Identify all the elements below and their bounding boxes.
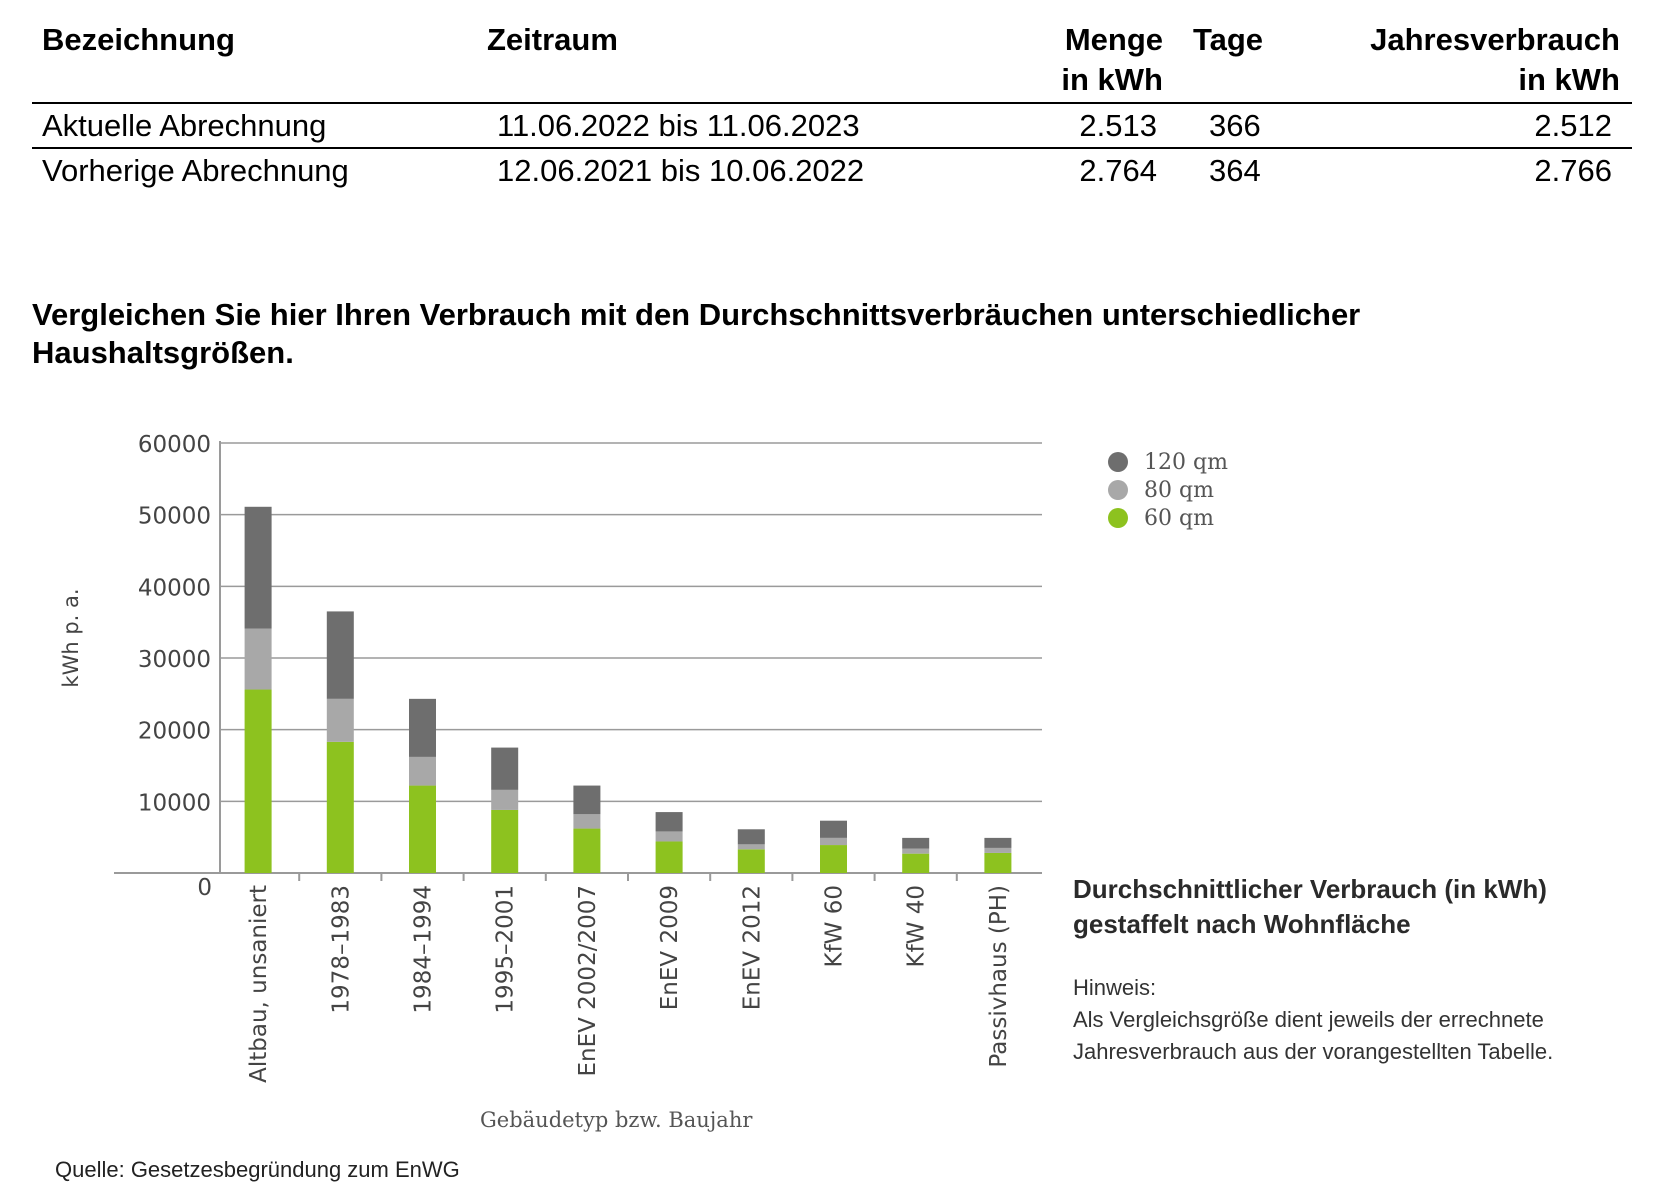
legend-label: 60 qm bbox=[1144, 505, 1214, 531]
bar-segment-120qm bbox=[573, 785, 601, 815]
y-tick-label: 40000 bbox=[138, 575, 211, 601]
y-tick-label: 10000 bbox=[138, 790, 211, 816]
chart-legend: 120 qm 80 qm 60 qm bbox=[1108, 448, 1228, 532]
header-menge: Menge in kWh bbox=[1000, 20, 1163, 100]
x-tick-label: KfW 60 bbox=[822, 885, 848, 968]
bar-segment-60qm bbox=[820, 845, 847, 873]
bar-segment-80qm bbox=[491, 789, 519, 810]
bar-segment-60qm bbox=[409, 785, 436, 873]
bar-segment-80qm bbox=[737, 844, 765, 850]
bar-segment-120qm bbox=[409, 698, 436, 757]
bar-segment-120qm bbox=[984, 837, 1012, 848]
table-cell-bezeichnung: Aktuelle Abrechnung bbox=[42, 108, 327, 143]
y-tick-label: 60000 bbox=[138, 432, 211, 458]
table-cell-tage: 364 bbox=[1209, 153, 1261, 188]
legend-label: 120 qm bbox=[1144, 449, 1228, 475]
legend-item-60qm: 60 qm bbox=[1108, 504, 1228, 532]
bar-segment-80qm bbox=[902, 848, 930, 854]
table-cell-zeitraum: 12.06.2021 bis 10.06.2022 bbox=[497, 153, 865, 188]
bar-segment-80qm bbox=[820, 837, 847, 846]
note-line2: Jahresverbrauch aus der vorangestellten … bbox=[1073, 1039, 1554, 1064]
bar-segment-80qm bbox=[573, 814, 601, 829]
bar-segment-60qm bbox=[244, 689, 272, 873]
x-tick-label: 1995–2001 bbox=[493, 885, 519, 1014]
x-tick-label: EnEV 2012 bbox=[739, 885, 765, 1010]
bar-segment-60qm bbox=[573, 828, 601, 873]
bar-segment-80qm bbox=[655, 831, 683, 842]
legend-item-80qm: 80 qm bbox=[1108, 476, 1228, 504]
bar-segment-60qm bbox=[984, 852, 1012, 873]
bar-segment-120qm bbox=[902, 837, 930, 849]
bar-segment-80qm bbox=[326, 698, 354, 742]
bar-segment-120qm bbox=[655, 812, 683, 832]
table-cell-tage: 366 bbox=[1209, 108, 1261, 143]
source-note: Quelle: Gesetzesbegründung zum EnWG bbox=[55, 1157, 460, 1182]
header-jahresverbrauch: Jahresverbrauch in kWh bbox=[1300, 20, 1620, 100]
bar-segment-80qm bbox=[244, 628, 272, 690]
chart-caption-line1: Durchschnittlicher Verbrauch (in kWh) bbox=[1073, 874, 1547, 904]
header-jahres-line2: in kWh bbox=[1518, 62, 1620, 97]
header-zeitraum: Zeitraum bbox=[487, 22, 618, 57]
bar-segment-80qm bbox=[984, 847, 1012, 853]
legend-swatch bbox=[1108, 508, 1128, 528]
header-jahres-line1: Jahresverbrauch bbox=[1370, 22, 1620, 57]
header-rule bbox=[32, 102, 1632, 104]
header-menge-line1: Menge bbox=[1064, 22, 1163, 57]
x-axis-title: Gebäudetyp bzw. Baujahr bbox=[480, 1108, 753, 1132]
y-tick-label: 20000 bbox=[138, 719, 211, 745]
table-cell-menge: 2.764 bbox=[1079, 153, 1157, 188]
chart-caption-line2: gestaffelt nach Wohnfläche bbox=[1073, 909, 1411, 939]
row-rule bbox=[32, 147, 1632, 149]
section-heading: Vergleichen Sie hier Ihren Verbrauch mit… bbox=[32, 296, 1360, 372]
legend-swatch bbox=[1108, 480, 1128, 500]
x-tick-label: Altbau, unsaniert bbox=[246, 885, 272, 1083]
chart-caption: Durchschnittlicher Verbrauch (in kWh) ge… bbox=[1073, 872, 1547, 942]
x-tick-label: EnEV 2009 bbox=[657, 885, 683, 1010]
bar-segment-80qm bbox=[409, 756, 436, 786]
table-cell-menge: 2.513 bbox=[1079, 108, 1157, 143]
note-line1: Als Vergleichsgröße dient jeweils der er… bbox=[1073, 1007, 1544, 1032]
consumption-table: Bezeichnung Zeitraum Menge in kWh Tage J… bbox=[0, 0, 1658, 200]
y-tick-label: 0 bbox=[197, 875, 212, 901]
bar-segment-60qm bbox=[491, 809, 519, 873]
bar-segment-120qm bbox=[491, 747, 519, 790]
legend-item-120qm: 120 qm bbox=[1108, 448, 1228, 476]
table-cell-jahresverbrauch: 2.766 bbox=[1534, 153, 1612, 188]
table-cell-zeitraum: 11.06.2022 bis 11.06.2023 bbox=[497, 108, 860, 143]
section-heading-line1: Vergleichen Sie hier Ihren Verbrauch mit… bbox=[32, 297, 1361, 332]
x-tick-label: 1978–1983 bbox=[328, 885, 354, 1014]
header-bezeichnung: Bezeichnung bbox=[42, 22, 235, 57]
consumption-bar-chart: 0 10000 20000 30000 40000 50000 60000 kWh p. a.… bbox=[59, 432, 1042, 1083]
bar-segment-60qm bbox=[902, 853, 930, 873]
y-axis-title: kWh p. a. bbox=[59, 588, 83, 687]
bar-segment-120qm bbox=[820, 820, 847, 838]
x-tick-label: 1984–1994 bbox=[411, 885, 437, 1014]
bar-segment-120qm bbox=[737, 829, 765, 845]
table-cell-bezeichnung: Vorherige Abrechnung bbox=[42, 153, 349, 188]
x-tick-label: Passivhaus (PH) bbox=[986, 885, 1012, 1068]
y-tick-label: 50000 bbox=[138, 504, 211, 530]
legend-label: 80 qm bbox=[1144, 477, 1214, 503]
chart-note: Hinweis: Als Vergleichsgröße dient jewei… bbox=[1073, 972, 1553, 1068]
y-tick-label: 30000 bbox=[138, 647, 211, 673]
table-cell-jahresverbrauch: 2.512 bbox=[1534, 108, 1612, 143]
bar-segment-60qm bbox=[655, 841, 683, 873]
header-tage: Tage bbox=[1193, 22, 1264, 57]
note-title: Hinweis: bbox=[1073, 975, 1157, 1000]
x-tick-label: KfW 40 bbox=[904, 885, 930, 968]
section-heading-line2: Haushaltsgrößen. bbox=[32, 335, 294, 370]
bar-segment-60qm bbox=[326, 741, 354, 873]
legend-swatch bbox=[1108, 452, 1128, 472]
x-tick-label: EnEV 2002/2007 bbox=[575, 885, 601, 1077]
bar-segment-60qm bbox=[737, 849, 765, 873]
bar-segment-120qm bbox=[326, 611, 354, 699]
header-menge-line2: in kWh bbox=[1061, 62, 1163, 97]
bar-segment-120qm bbox=[244, 506, 272, 629]
